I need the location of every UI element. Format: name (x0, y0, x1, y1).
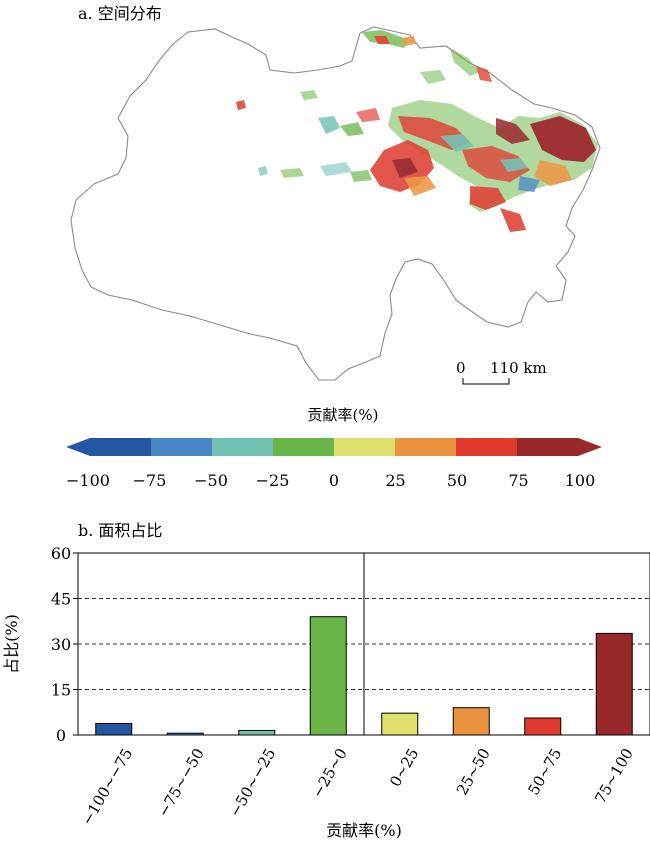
x-tick-label: −50~−25 (226, 745, 280, 820)
colorbar-segments (66, 438, 602, 456)
colorbar-tick-label: 50 (447, 471, 467, 490)
x-tick-label: 25~50 (453, 745, 494, 798)
colorbar-segment (151, 438, 213, 456)
y-tick-label: 0 (56, 726, 66, 745)
colorbar-segment (334, 438, 396, 456)
bar (95, 722, 133, 736)
colorbar-tick-label: 0 (329, 471, 339, 490)
x-tick-label: 50~75 (524, 745, 565, 798)
x-tick-label: −75~−50 (154, 745, 208, 820)
colorbar-tick-label: −25 (256, 471, 290, 490)
colorbar-tick-label: −50 (194, 471, 228, 490)
colorbar-segment (517, 438, 579, 456)
colorbar-segment (90, 438, 152, 456)
x-axis-tick-labels: −100~−75 −75~−50 −50~−25 −25~0 0~25 25~50 50~7… (78, 745, 637, 828)
gridlines (78, 598, 650, 690)
colorbar-tick-labels: −100 −75 −50 −25 0 25 50 75 100 (66, 471, 595, 490)
colorbar-tick-label: 75 (508, 471, 528, 490)
colorbar-tick-label: 100 (565, 471, 596, 490)
x-axis-label: 贡献率(%) (326, 821, 402, 840)
scale-bar-start-label: 0 (456, 359, 466, 377)
colorbar-tick-label: 25 (385, 471, 405, 490)
bar (524, 717, 562, 736)
y-tick-label: 15 (51, 681, 71, 700)
y-tick-label: 30 (51, 635, 71, 654)
panel-a-map: a. 空间分布 (70, 4, 601, 385)
scale-bar-end-label: 110 km (490, 359, 547, 377)
contribution-patches (236, 30, 598, 232)
colorbar-segment (456, 438, 518, 456)
scale-bar: 0 110 km (456, 359, 547, 385)
x-tick-label: −25~0 (308, 745, 350, 801)
y-axis-ticks: 0 15 30 45 60 (51, 544, 78, 745)
colorbar: 贡献率(%) −100 −75 −50 −25 0 25 50 75 100 (66, 406, 602, 490)
colorbar-title: 贡献率(%) (308, 406, 379, 424)
bar (238, 729, 276, 736)
bar (452, 707, 490, 736)
panel-a-title: a. 空间分布 (78, 4, 162, 23)
region-outline (70, 26, 601, 381)
colorbar-tick-label: −75 (133, 471, 167, 490)
y-tick-label: 60 (51, 544, 71, 563)
colorbar-segment (395, 438, 457, 456)
bars (95, 616, 633, 736)
y-axis-label: 占比(%) (2, 614, 21, 674)
bar (166, 732, 204, 736)
bar (595, 632, 633, 736)
x-tick-label: 75~100 (591, 745, 637, 806)
x-tick-label: 0~25 (386, 745, 422, 790)
panel-b-chart: b. 面积占比 0 15 30 45 60 −100~−75 −75~−50 −50~−25… (2, 521, 650, 840)
bar (381, 712, 419, 736)
chart-title: b. 面积占比 (78, 521, 162, 540)
colorbar-left-arrow (66, 438, 90, 456)
y-tick-label: 45 (51, 590, 71, 609)
colorbar-segment (212, 438, 274, 456)
colorbar-tick-label: −100 (66, 471, 110, 490)
x-tick-label: −100~−75 (78, 745, 136, 828)
colorbar-right-arrow (578, 438, 602, 456)
colorbar-segment (273, 438, 335, 456)
bar (309, 616, 347, 736)
